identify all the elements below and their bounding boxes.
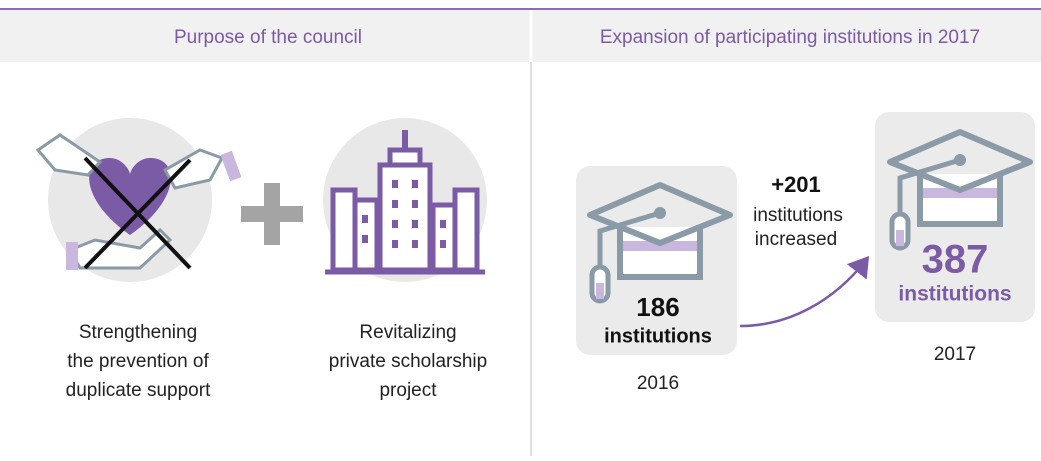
year-2017: 2017 bbox=[934, 344, 976, 365]
caption-line: Revitalizing bbox=[359, 322, 456, 343]
change-text: increased bbox=[755, 229, 837, 250]
caption-line: Strengthening bbox=[79, 322, 197, 343]
left-title: Purpose of the council bbox=[174, 27, 362, 48]
change-amount: +201 bbox=[771, 172, 821, 197]
count-2017: 387 bbox=[922, 238, 989, 282]
duplicate-support-icon bbox=[35, 118, 242, 282]
count-2016: 186 bbox=[636, 292, 679, 322]
building-icon bbox=[323, 118, 487, 282]
plus-icon bbox=[241, 183, 303, 245]
growth-arrow bbox=[739, 256, 870, 328]
right-title: Expansion of participating institutions … bbox=[600, 27, 980, 48]
caption-line: duplicate support bbox=[66, 380, 211, 401]
change-text: institutions bbox=[753, 205, 843, 226]
header-band bbox=[0, 8, 1041, 62]
caption-line: the prevention of bbox=[67, 351, 209, 372]
unit-2017: institutions bbox=[898, 283, 1011, 306]
caption-line: project bbox=[379, 380, 437, 401]
year-2016: 2016 bbox=[637, 373, 679, 394]
unit-2016: institutions bbox=[604, 325, 712, 347]
caption-line: private scholarship bbox=[329, 351, 487, 372]
